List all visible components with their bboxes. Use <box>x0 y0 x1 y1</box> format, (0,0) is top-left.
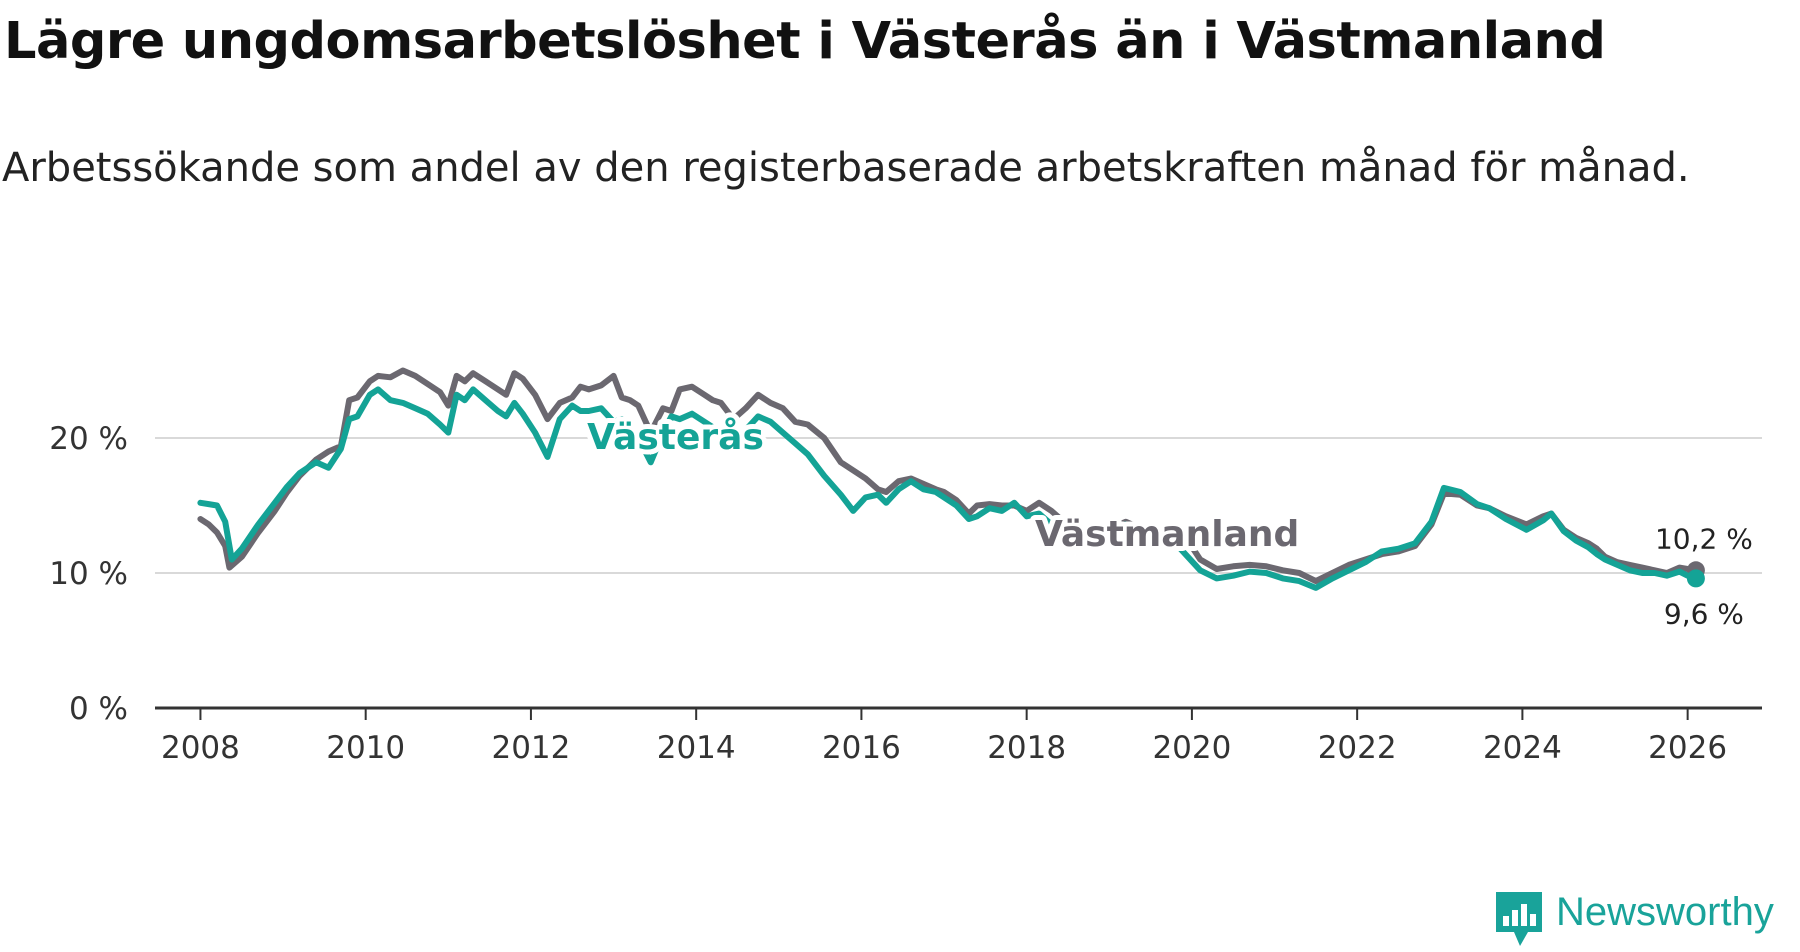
series-line-vasteras <box>197 386 1699 591</box>
series-labels: 10,2 % 9,6 % Västerås Västmanland <box>582 412 1753 631</box>
x-tick-label: 2024 <box>1483 730 1562 766</box>
x-tick-label: 2010 <box>326 730 405 766</box>
y-tick-label: 20 % <box>49 421 128 457</box>
y-tick-label: 10 % <box>49 556 128 592</box>
series-lines <box>197 367 1705 591</box>
x-tick-label: 2016 <box>822 730 901 766</box>
brand-name: Newsworthy <box>1556 890 1774 934</box>
x-tick-label: 2014 <box>657 730 736 766</box>
chart-title: Lägre ungdomsarbetslöshet i Västerås än … <box>4 12 1606 71</box>
newsworthy-logo[interactable]: Newsworthy <box>1494 890 1800 948</box>
chart-subtitle: Arbetssökande som andel av den registerb… <box>2 145 1690 191</box>
series-label-vastmanland: Västmanland <box>1035 514 1299 555</box>
x-tick-label: 2012 <box>491 730 570 766</box>
axes: 0 % 10 % 20 % 2008 2010 2012 2014 2016 2018 2020 2… <box>49 421 1762 766</box>
series-line-vastmanland <box>197 367 1699 585</box>
end-point-vasteras <box>1686 569 1705 588</box>
end-value-label-vasteras: 9,6 % <box>1664 597 1744 630</box>
x-tick-label: 2022 <box>1318 730 1397 766</box>
x-tick-label: 2008 <box>161 730 240 766</box>
x-tick-label: 2018 <box>987 730 1066 766</box>
x-tick-label: 2026 <box>1648 730 1727 766</box>
newsworthy-logo-icon <box>1496 892 1542 946</box>
x-tick-label: 2020 <box>1152 730 1231 766</box>
grid-lines <box>155 437 1762 574</box>
y-tick-label: 0 % <box>69 691 128 727</box>
end-value-label-vastmanland: 10,2 % <box>1655 522 1753 555</box>
series-label-vasteras: Västerås <box>587 417 764 458</box>
